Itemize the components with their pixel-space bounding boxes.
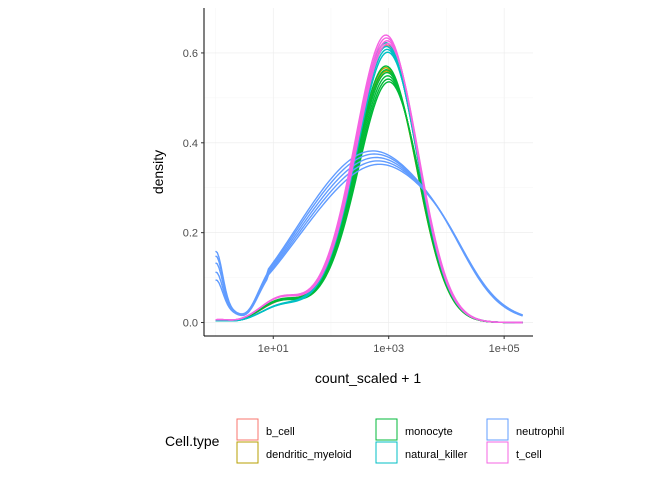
y-axis-title: density — [150, 150, 166, 194]
legend-item-natural_killer: natural_killer — [375, 441, 468, 464]
legend: Cell.type b_cell dendritic_myeloid monocyt… — [165, 418, 564, 464]
legend-key — [236, 418, 259, 441]
legend-key — [486, 418, 509, 441]
legend-title: Cell.type — [165, 433, 220, 449]
panel-background — [204, 8, 533, 336]
y-tick-label: 0.2 — [183, 228, 198, 240]
legend-item-b_cell: b_cell — [236, 418, 295, 441]
legend-item-neutrophil: neutrophil — [486, 418, 564, 441]
legend-item-dendritic_myeloid: dendritic_myeloid — [236, 441, 352, 464]
x-axis-title: count_scaled + 1 — [315, 370, 421, 386]
legend-label: monocyte — [405, 426, 453, 438]
y-axis-ticks: 0.0 0.2 0.4 0.6 — [183, 48, 204, 330]
density-series — [215, 34, 523, 324]
legend-label: natural_killer — [405, 449, 468, 461]
legend-key — [486, 441, 509, 464]
density-line-neutrophil — [215, 163, 523, 317]
y-tick-label: 0.6 — [183, 48, 198, 60]
legend-label: b_cell — [266, 426, 295, 438]
legend-label: neutrophil — [516, 426, 564, 438]
series-t_cell — [215, 34, 523, 324]
legend-item-t_cell: t_cell — [486, 441, 542, 464]
x-tick-label: 1e+01 — [258, 343, 289, 355]
x-axis-ticks: 1e+01 1e+03 1e+05 — [258, 336, 520, 355]
density-line-t_cell — [215, 42, 523, 324]
legend-key — [236, 441, 259, 464]
x-tick-label: 1e+05 — [489, 343, 520, 355]
legend-key — [375, 418, 398, 441]
legend-label: t_cell — [516, 449, 542, 461]
y-tick-label: 0.4 — [183, 138, 198, 150]
x-tick-label: 1e+03 — [373, 343, 404, 355]
legend-item-monocyte: monocyte — [375, 418, 453, 441]
legend-key — [375, 441, 398, 464]
series-neutrophil — [215, 150, 523, 317]
legend-label: dendritic_myeloid — [266, 449, 352, 461]
y-tick-label: 0.0 — [183, 318, 198, 330]
